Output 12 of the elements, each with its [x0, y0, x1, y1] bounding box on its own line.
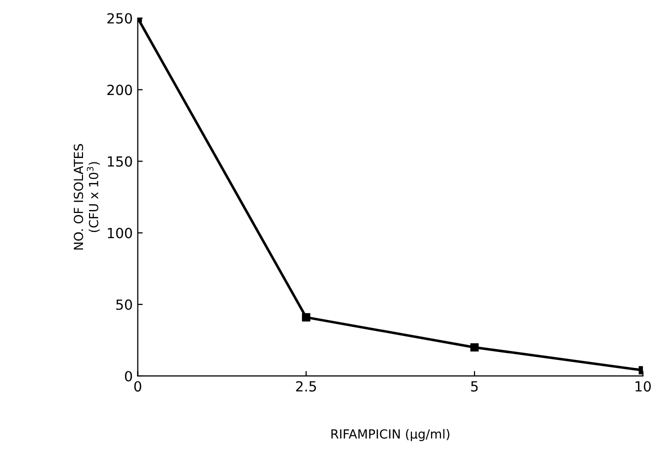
y-tick-label: 200: [107, 84, 132, 96]
y-tick-label: 150: [108, 156, 132, 167]
y-tick-label: 50: [116, 299, 132, 310]
x-tick-label: 10: [636, 381, 651, 392]
y-tick-label: 0: [124, 370, 132, 382]
y-tick-label: 250: [107, 13, 132, 24]
y-tick-label: 100: [108, 228, 132, 238]
x-tick-label: 5: [471, 381, 478, 392]
x-tick-label: 0: [134, 381, 142, 392]
x-axis-title: RIFAMPICIN (µg/ml): [331, 429, 450, 442]
y-axis-title: NO. OF ISOLATES (CFU x 10$^{3}$): [74, 144, 100, 250]
x-tick-label: 2.5: [296, 381, 316, 392]
